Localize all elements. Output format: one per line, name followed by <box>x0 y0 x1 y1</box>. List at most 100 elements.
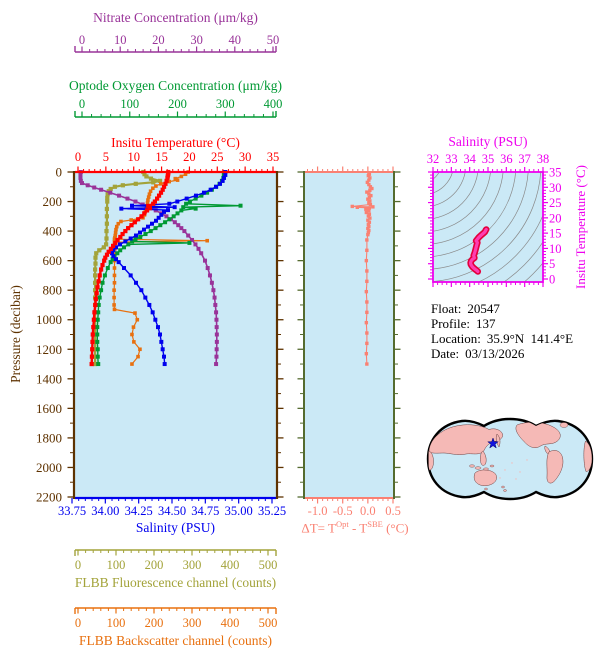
oxygen-axis: 0 100 200 300 400 Optode Oxygen Concentration… <box>69 78 283 118</box>
svg-text:Nitrate Concentration (μm/kg): Nitrate Concentration (μm/kg) <box>93 10 258 25</box>
svg-text:15: 15 <box>549 227 562 241</box>
svg-text:30: 30 <box>239 150 252 164</box>
svg-text:1200: 1200 <box>36 342 62 357</box>
dt-title-part: ΔT= T <box>301 520 336 536</box>
svg-text:33.75: 33.75 <box>58 504 86 518</box>
plot-backgrounds <box>75 172 543 497</box>
dt-title-part: (°C) <box>382 520 409 536</box>
svg-text:0.0: 0.0 <box>360 504 376 518</box>
ts-trace <box>467 226 490 275</box>
svg-text:38: 38 <box>537 152 550 166</box>
dt-title-sup-opt: Opt <box>335 519 349 529</box>
svg-text:300: 300 <box>183 558 202 572</box>
delta-t-axis-title: ΔT= TOpt - TSBE (°C) <box>288 519 422 536</box>
svg-text:200: 200 <box>145 616 164 630</box>
float-metadata: Float: 20547 Profile: 137 Location: 35.9°N … <box>431 301 573 361</box>
map-land <box>428 422 592 492</box>
svg-text:400: 400 <box>221 616 240 630</box>
float-id-line: Float: 20547 <box>431 301 573 316</box>
delta-t-panel: -1.0 -0.5 0.0 0.5 <box>297 166 401 518</box>
profile-line: Profile: 137 <box>431 316 573 331</box>
profile-label: Profile: <box>431 316 470 331</box>
svg-text:2200: 2200 <box>36 490 62 505</box>
svg-text:35: 35 <box>482 152 495 166</box>
date-value: 03/13/2026 <box>465 346 525 361</box>
svg-text:37: 37 <box>518 152 531 166</box>
oxygen-profile-series <box>95 170 243 367</box>
svg-text:30: 30 <box>549 181 562 195</box>
svg-text:200: 200 <box>43 194 63 209</box>
svg-text:Salinity (PSU): Salinity (PSU) <box>136 520 215 535</box>
location-label: Location: <box>431 331 481 346</box>
svg-text:35: 35 <box>549 166 562 180</box>
svg-text:Salinity (PSU): Salinity (PSU) <box>448 134 527 149</box>
pressure-axis: 0 200 400 600 800 1000 1200 1400 1600 1800 2000 220… <box>8 165 284 505</box>
svg-text:35: 35 <box>267 150 280 164</box>
world-map <box>426 417 594 501</box>
svg-text:0: 0 <box>79 33 85 47</box>
svg-text:Optode Oxygen Concentration (μ: Optode Oxygen Concentration (μm/kg) <box>69 78 282 93</box>
svg-text:100: 100 <box>120 97 139 111</box>
svg-text:34.50: 34.50 <box>158 504 186 518</box>
svg-text:20: 20 <box>549 211 562 225</box>
svg-text:0: 0 <box>75 150 81 164</box>
svg-text:100: 100 <box>107 616 126 630</box>
svg-text:Pressure (decibar): Pressure (decibar) <box>8 285 23 383</box>
svg-text:FLBB Fluorescence channel (cou: FLBB Fluorescence channel (counts) <box>75 575 276 590</box>
svg-text:15: 15 <box>155 150 168 164</box>
svg-text:25: 25 <box>549 196 562 210</box>
svg-text:-1.0: -1.0 <box>308 504 328 518</box>
svg-text:Insitu Temperature (°C): Insitu Temperature (°C) <box>573 165 588 289</box>
svg-text:5: 5 <box>549 257 555 271</box>
svg-text:20: 20 <box>152 33 165 47</box>
svg-text:5: 5 <box>103 150 109 164</box>
svg-text:800: 800 <box>43 283 63 298</box>
date-line: Date: 03/13/2026 <box>431 346 573 361</box>
temperature-profile-series <box>89 169 171 367</box>
svg-text:1400: 1400 <box>36 371 62 386</box>
fluorescence-axis: 0 100 200 300 400 500 FLBB Fluorescence channe… <box>74 549 278 590</box>
svg-text:34.00: 34.00 <box>91 504 119 518</box>
svg-text:20: 20 <box>183 150 196 164</box>
temperature-axis: 0 5 10 15 20 25 30 35 Insitu Temperature (°C) <box>75 135 280 174</box>
nitrate-axis: 0 10 20 30 40 50 Nitrate Concentration (μm/kg) <box>74 10 280 53</box>
svg-text:32: 32 <box>427 152 440 166</box>
location-value: 35.9°N 141.4°E <box>486 331 574 346</box>
salinity-axis: 33.75 34.00 34.25 34.50 34.75 35.00 35.25 Salin… <box>58 496 286 535</box>
svg-text:100: 100 <box>107 558 126 572</box>
svg-text:50: 50 <box>267 33 280 47</box>
svg-text:40: 40 <box>229 33 242 47</box>
svg-text:25: 25 <box>211 150 224 164</box>
svg-text:300: 300 <box>216 97 235 111</box>
svg-text:0: 0 <box>549 273 555 287</box>
svg-text:10: 10 <box>127 150 140 164</box>
svg-text:400: 400 <box>264 97 283 111</box>
svg-text:0: 0 <box>56 165 63 180</box>
dt-title-part: - T <box>348 520 368 536</box>
svg-text:36: 36 <box>500 152 513 166</box>
svg-text:10: 10 <box>549 242 562 256</box>
svg-text:FLBB Backscatter channel (coun: FLBB Backscatter channel (counts) <box>79 633 272 648</box>
svg-text:300: 300 <box>183 616 202 630</box>
svg-text:34: 34 <box>463 152 476 166</box>
salinity-profile-series <box>110 170 228 367</box>
svg-text:35.25: 35.25 <box>258 504 286 518</box>
svg-text:1800: 1800 <box>36 430 62 445</box>
profile-value: 137 <box>476 316 496 331</box>
svg-text:35.00: 35.00 <box>225 504 253 518</box>
date-label: Date: <box>431 346 460 361</box>
dt-title-sup-sbe: SBE <box>367 519 383 529</box>
svg-text:400: 400 <box>221 558 240 572</box>
svg-text:0: 0 <box>75 558 81 572</box>
svg-text:200: 200 <box>145 558 164 572</box>
float-location-star <box>487 437 499 449</box>
svg-text:0.5: 0.5 <box>385 504 401 518</box>
svg-text:1600: 1600 <box>36 401 62 416</box>
svg-text:500: 500 <box>259 558 278 572</box>
svg-text:30: 30 <box>190 33 203 47</box>
svg-text:500: 500 <box>259 616 278 630</box>
float-label: Float: <box>431 301 462 316</box>
svg-text:Insitu Temperature (°C): Insitu Temperature (°C) <box>111 135 240 150</box>
